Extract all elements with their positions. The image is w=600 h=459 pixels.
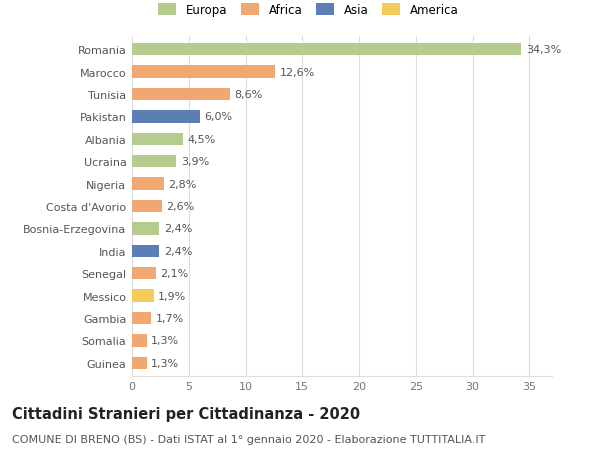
Text: 4,5%: 4,5% — [188, 134, 216, 145]
Text: 8,6%: 8,6% — [234, 90, 262, 100]
Bar — [132, 89, 230, 101]
Text: 6,0%: 6,0% — [205, 112, 233, 122]
Text: 2,8%: 2,8% — [169, 179, 197, 189]
Bar — [132, 312, 151, 325]
Text: 3,9%: 3,9% — [181, 157, 209, 167]
Bar — [132, 357, 147, 369]
Bar — [132, 223, 159, 235]
Text: 12,6%: 12,6% — [280, 67, 315, 78]
Text: 2,4%: 2,4% — [164, 246, 192, 256]
Text: 1,3%: 1,3% — [151, 336, 179, 346]
Bar — [132, 156, 176, 168]
Text: 2,6%: 2,6% — [166, 202, 194, 212]
Bar — [132, 67, 275, 78]
Bar — [132, 245, 159, 257]
Bar — [132, 201, 161, 213]
Text: 2,1%: 2,1% — [160, 269, 188, 279]
Bar — [132, 178, 164, 190]
Text: 1,7%: 1,7% — [156, 313, 184, 323]
Bar — [132, 335, 147, 347]
Bar — [132, 111, 200, 123]
Text: 1,3%: 1,3% — [151, 358, 179, 368]
Bar — [132, 268, 156, 280]
Text: Cittadini Stranieri per Cittadinanza - 2020: Cittadini Stranieri per Cittadinanza - 2… — [12, 406, 360, 421]
Text: 2,4%: 2,4% — [164, 224, 192, 234]
Bar — [132, 290, 154, 302]
Bar — [132, 134, 183, 146]
Text: 34,3%: 34,3% — [526, 45, 561, 55]
Bar — [132, 44, 521, 56]
Text: 1,9%: 1,9% — [158, 291, 187, 301]
Text: COMUNE DI BRENO (BS) - Dati ISTAT al 1° gennaio 2020 - Elaborazione TUTTITALIA.I: COMUNE DI BRENO (BS) - Dati ISTAT al 1° … — [12, 434, 485, 444]
Legend: Europa, Africa, Asia, America: Europa, Africa, Asia, America — [158, 4, 458, 17]
